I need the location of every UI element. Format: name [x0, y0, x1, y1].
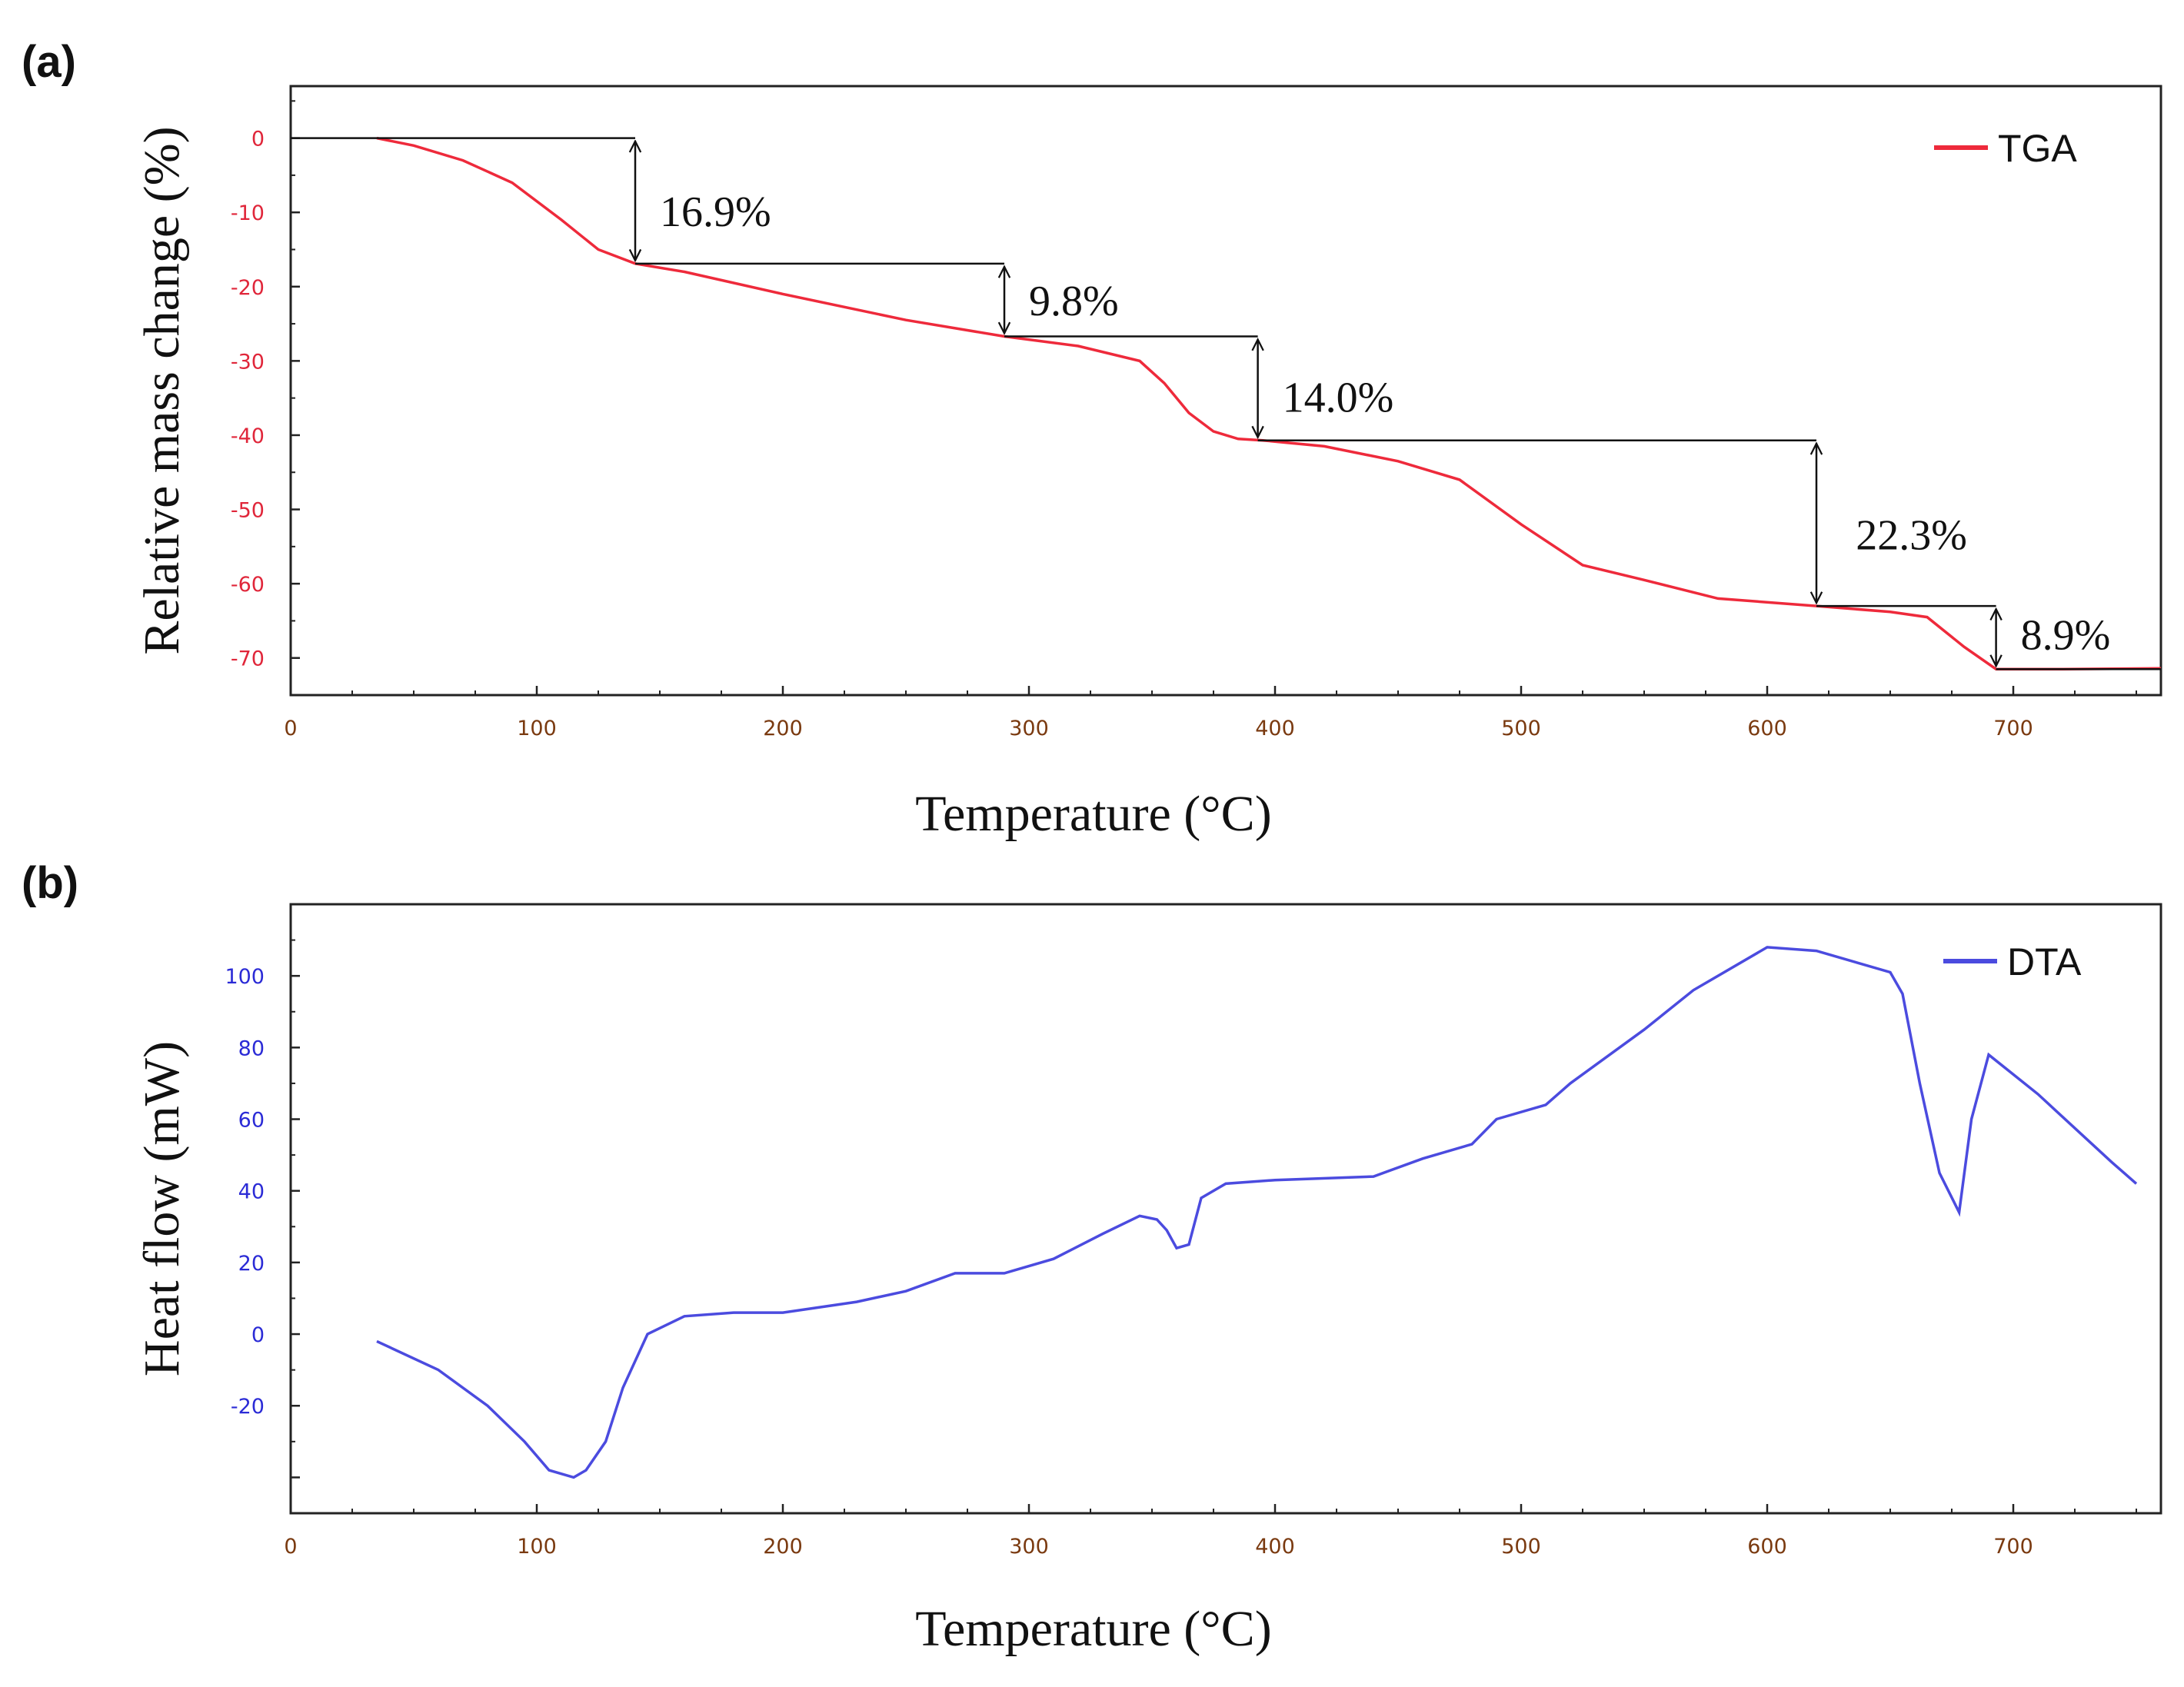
panel-a-x-tick-label: 200 — [763, 717, 803, 740]
panel-a: (a) 0 100 200 300 400 500 600 700 0 -10 -20 -30 -40 -… — [22, 37, 2162, 842]
panel-a-y-axis-title: Relative mass change (%) — [134, 126, 190, 654]
panel-b-x-tick-label: 0 — [284, 1535, 297, 1559]
panel-a-y-tick-label: -70 — [231, 647, 265, 671]
panel-a-axes: 0 100 200 300 400 500 600 700 0 -10 -20 -30 -40 -50 -6… — [231, 100, 2137, 740]
panel-b-x-tick-label: 300 — [1009, 1535, 1049, 1559]
step-percent-label: 14.0% — [1283, 374, 1394, 422]
panel-b-x-tick-label: 400 — [1255, 1535, 1295, 1559]
panel-a-x-axis-title: Temperature (°C) — [915, 786, 1271, 842]
panel-a-y-tick-label: -40 — [231, 424, 265, 448]
panel-b-x-axis-title: Temperature (°C) — [915, 1601, 1271, 1657]
legend-label-tga: TGA — [1998, 127, 2077, 170]
legend-label-dta: DTA — [2007, 940, 2082, 983]
panel-a-y-tick-label: -50 — [231, 499, 265, 523]
panel-a-y-tick-label: -10 — [231, 201, 265, 225]
panel-a-x-tick-label: 300 — [1009, 717, 1049, 740]
panel-a-plot-frame — [289, 85, 2162, 697]
panel-b-y-tick-label: -20 — [231, 1395, 265, 1419]
tga-step-annotations: 16.9% 9.8% 14.0% 22.3% 8.9% — [291, 137, 2161, 670]
panel-b-y-axis-title: Heat flow (mW) — [134, 1041, 190, 1376]
panel-b-y-tick-label: 60 — [238, 1109, 265, 1133]
panel-b-x-tick-label: 500 — [1501, 1535, 1541, 1559]
panel-b-x-tick-label: 200 — [763, 1535, 803, 1559]
step-percent-label: 16.9% — [660, 188, 771, 236]
panel-a-y-tick-label: -30 — [231, 350, 265, 374]
panel-b-y-tick-label: 0 — [251, 1323, 265, 1347]
panel-b-x-tick-label: 100 — [517, 1535, 557, 1559]
panel-a-legend: TGA — [1934, 127, 2077, 170]
dta-series-line — [376, 946, 2138, 1479]
panel-a-x-tick-label: 700 — [1993, 717, 2033, 740]
panel-b-label: (b) — [22, 858, 78, 908]
panel-b-legend: DTA — [1943, 940, 2082, 983]
panel-a-label: (a) — [22, 37, 76, 87]
panel-b-y-tick-label: 80 — [238, 1036, 265, 1060]
tga-series-line — [376, 136, 2162, 670]
panel-a-x-tick-label: 600 — [1747, 717, 1787, 740]
panel-a-x-tick-label: 400 — [1255, 717, 1295, 740]
panel-b-x-tick-label: 700 — [1993, 1535, 2033, 1559]
panel-a-x-tick-label: 100 — [517, 717, 557, 740]
panel-b-y-tick-label: 100 — [225, 965, 265, 989]
step-percent-label: 8.9% — [2021, 612, 2111, 660]
panel-a-y-tick-label: -20 — [231, 276, 265, 300]
panel-b-x-tick-label: 600 — [1747, 1535, 1787, 1559]
panel-a-y-tick-label: 0 — [251, 128, 265, 151]
step-percent-label: 22.3% — [1856, 511, 1967, 559]
panel-a-x-tick-label: 500 — [1501, 717, 1541, 740]
panel-a-y-tick-label: -60 — [231, 573, 265, 597]
panel-a-x-tick-label: 0 — [284, 717, 297, 740]
panel-b-y-tick-label: 20 — [238, 1252, 265, 1276]
panel-b: (b) 0 100 200 300 400 500 600 700100806040200-2… — [22, 858, 2162, 1657]
panel-b-plot-frame — [289, 903, 2162, 1515]
panel-b-y-tick-label: 40 — [238, 1180, 265, 1204]
step-percent-label: 9.8% — [1029, 278, 1119, 325]
